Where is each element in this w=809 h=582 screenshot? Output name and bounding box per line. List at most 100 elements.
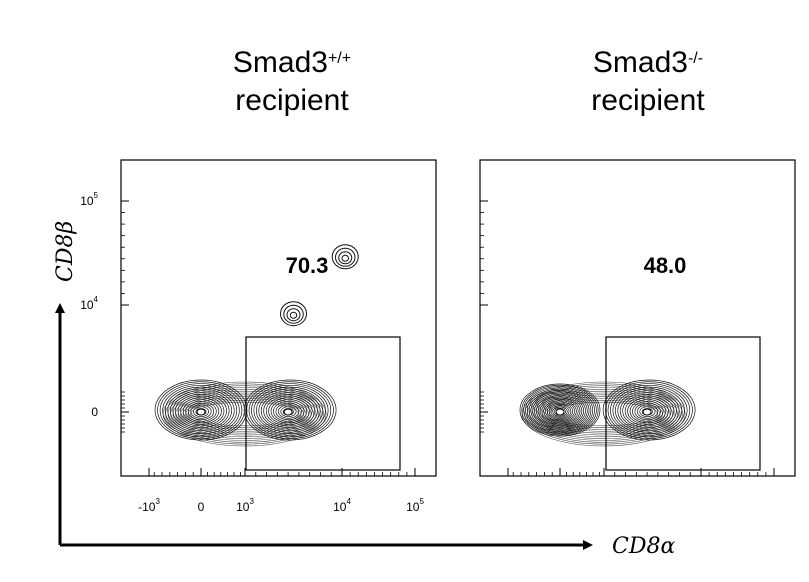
contour-line xyxy=(539,397,581,425)
gate-percentage: 70.3 xyxy=(286,253,329,278)
y-tick-label: 105 xyxy=(80,191,98,208)
contour-line xyxy=(534,390,673,438)
contour-line xyxy=(251,384,329,436)
contour-line xyxy=(627,397,669,425)
x-tick-label: 105 xyxy=(406,497,424,514)
contour-plot-knockout: 48.0 xyxy=(479,159,796,477)
contour-line xyxy=(270,399,308,424)
contour-line xyxy=(617,390,680,432)
contour-lines xyxy=(519,379,696,447)
contour-line xyxy=(280,301,307,327)
contour-line xyxy=(530,391,590,430)
contour-line xyxy=(622,393,675,428)
contour-line xyxy=(273,400,305,422)
contour-line xyxy=(523,386,597,435)
contour-line xyxy=(177,392,312,436)
x-tick-label: 103 xyxy=(236,497,254,514)
contour-line xyxy=(177,395,225,427)
panel-title-subtitle: recipient xyxy=(235,84,349,117)
x-axis-ticks xyxy=(507,468,775,476)
contour-line xyxy=(541,398,579,424)
x-tick-label: 104 xyxy=(333,497,351,514)
panel-title-main: Smad3 xyxy=(232,46,328,79)
y-axis-title: CD8β xyxy=(53,221,78,282)
contour-line xyxy=(543,400,577,423)
contour-line xyxy=(243,379,337,441)
contour-line xyxy=(187,402,215,421)
population-peak xyxy=(642,408,652,416)
contour-line xyxy=(286,308,301,322)
y-tick-label: 104 xyxy=(80,295,98,312)
contour-line xyxy=(634,402,661,421)
x-axis-title: CD8α xyxy=(612,534,675,559)
contour-line xyxy=(636,404,659,419)
contour-line xyxy=(531,389,676,439)
contour-line xyxy=(537,396,583,426)
contour-line xyxy=(172,392,230,430)
contour-line xyxy=(255,388,324,433)
contour-line xyxy=(526,388,594,432)
contour-line xyxy=(180,394,309,434)
contour-line xyxy=(639,406,656,418)
contour-line xyxy=(619,392,677,430)
panel-title-genotype: -/- xyxy=(687,50,704,67)
contour-line xyxy=(190,401,299,427)
contour-plot-wildtype: 70.3 xyxy=(120,159,437,477)
contour-line xyxy=(532,392,588,429)
x-tick-label: 0 xyxy=(198,500,205,514)
contour-line xyxy=(526,385,681,443)
contour-line xyxy=(528,390,592,431)
contour-line xyxy=(263,393,316,428)
y-tick-label: 0 xyxy=(91,405,98,419)
population-peak xyxy=(283,408,293,416)
gate-box xyxy=(605,336,761,471)
gate-percentage: 48.0 xyxy=(644,253,687,278)
contour-line xyxy=(602,379,696,441)
contour-line xyxy=(610,384,688,436)
contour-line xyxy=(334,247,356,267)
contour-line xyxy=(253,386,326,435)
contour-line xyxy=(607,383,691,438)
contour-line xyxy=(154,379,248,441)
contour-line xyxy=(338,251,353,265)
contour-line xyxy=(248,383,332,438)
contour-line xyxy=(612,386,685,435)
contour-line xyxy=(185,400,217,422)
x-tick-label: -103 xyxy=(138,497,160,514)
contour-line xyxy=(521,384,599,436)
contour-line xyxy=(289,311,298,319)
contour-line xyxy=(265,395,313,427)
contour-line xyxy=(164,386,238,435)
contour-line xyxy=(169,390,233,432)
contour-line xyxy=(524,383,683,445)
contour-line xyxy=(175,393,227,428)
contour-line xyxy=(546,402,574,420)
gate-box xyxy=(245,336,401,471)
contour-line xyxy=(275,402,302,421)
contour-line xyxy=(519,383,601,437)
contour-line xyxy=(341,254,349,262)
contour-line xyxy=(167,388,235,433)
contour-line xyxy=(539,394,668,434)
contour-line xyxy=(629,399,667,424)
population-peak xyxy=(555,408,565,416)
contour-line xyxy=(525,387,595,434)
panel-title-subtitle: recipient xyxy=(591,84,705,117)
panel-title-main: Smad3 xyxy=(592,46,688,79)
x-axis-ticks xyxy=(148,468,416,476)
panel-title-wildtype: Smad3+/+ recipient xyxy=(172,44,412,120)
contour-line xyxy=(162,384,240,436)
y-axis-ticks xyxy=(121,200,129,433)
panel-title-knockout: Smad3-/- recipient xyxy=(528,44,768,120)
contour-line xyxy=(182,399,220,424)
contour-line xyxy=(614,388,683,433)
panel-title-genotype: +/+ xyxy=(327,50,352,67)
contour-lines xyxy=(154,244,359,447)
contour-line xyxy=(283,304,304,324)
contour-line xyxy=(180,397,222,425)
contour-line xyxy=(280,406,297,418)
contour-line xyxy=(534,393,586,428)
contour-line xyxy=(632,400,664,422)
contour-line xyxy=(552,406,568,417)
